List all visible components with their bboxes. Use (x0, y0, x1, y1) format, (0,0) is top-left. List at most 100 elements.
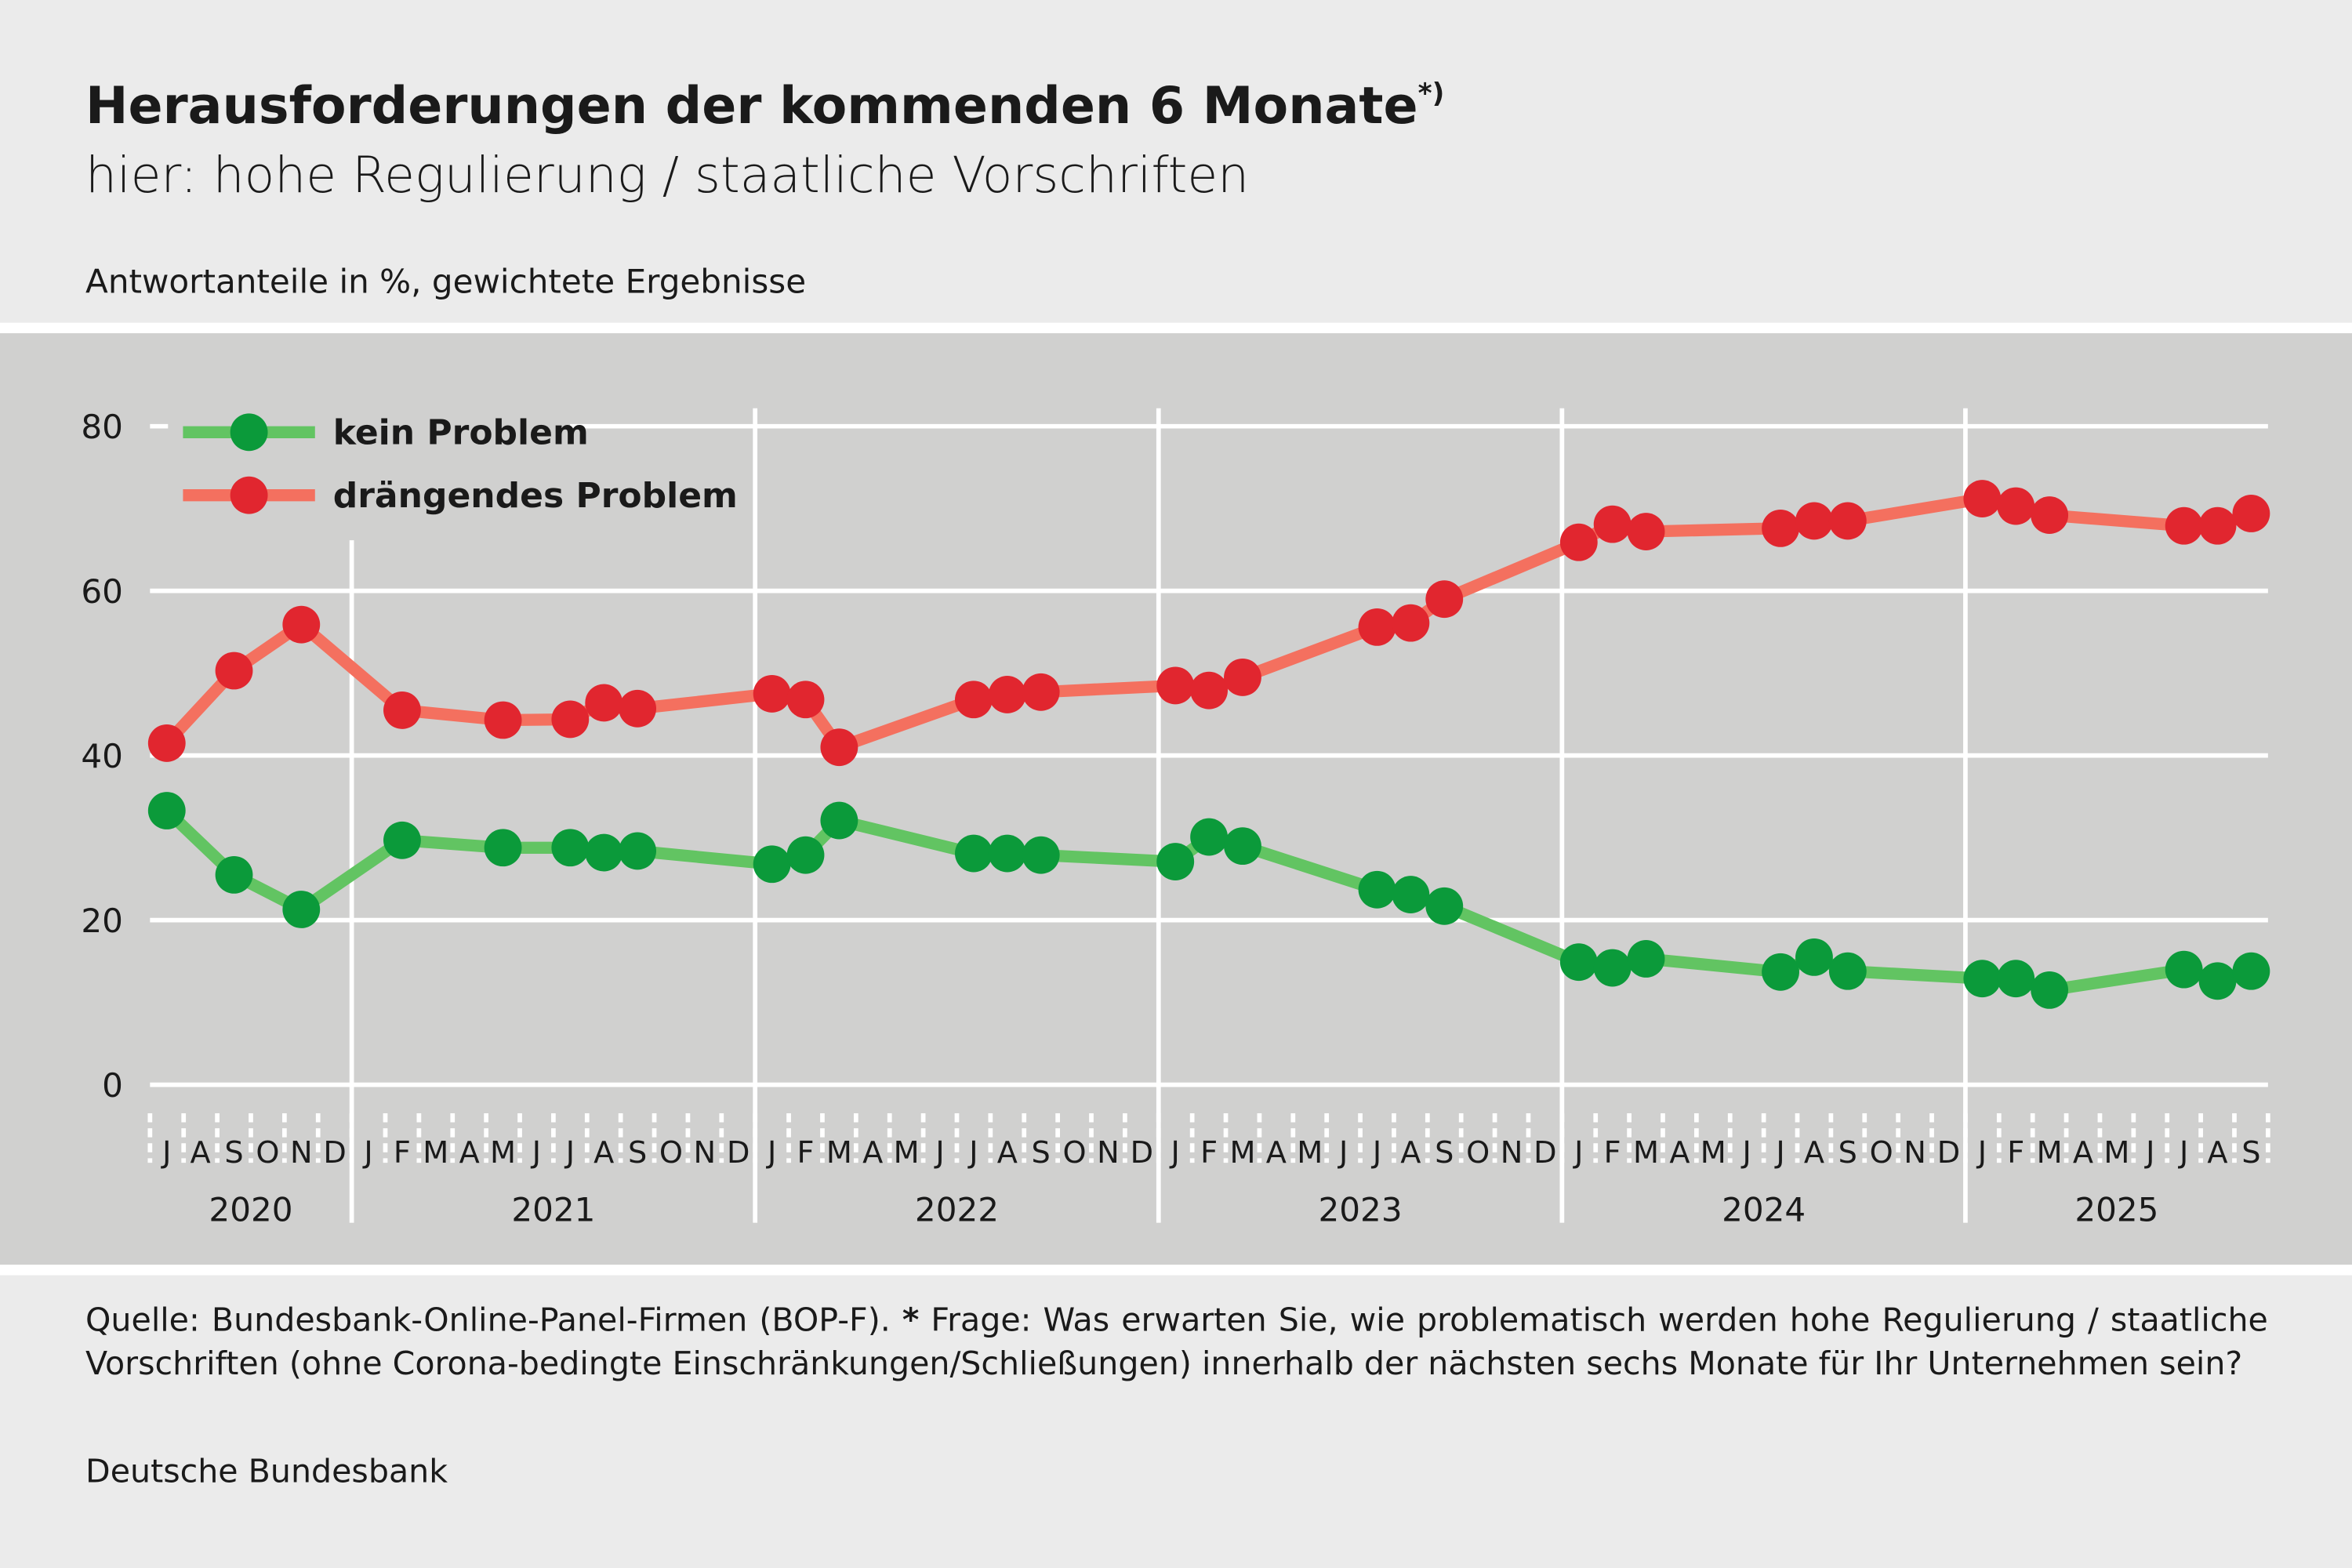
x-tick-label: D (727, 1135, 750, 1171)
data-point (1627, 940, 1665, 978)
x-tick-label: A (997, 1135, 1018, 1171)
data-point (1392, 876, 1430, 913)
x-tick-label: J (766, 1135, 776, 1171)
x-tick-label: S (1032, 1135, 1051, 1171)
x-tick-label: M (2037, 1135, 2063, 1171)
data-point (1425, 580, 1464, 619)
data-point (1795, 938, 1833, 976)
x-tick-label: O (659, 1135, 683, 1171)
x-tick-label: S (224, 1135, 243, 1171)
footnote-text: Quelle: Bundesbank-Online-Panel-Firmen (… (85, 1299, 2268, 1386)
data-point (2198, 962, 2237, 1000)
data-point (1795, 502, 1833, 540)
x-tick-label: M (1229, 1135, 1255, 1171)
x-tick-label: F (1604, 1135, 1621, 1171)
x-tick-label: A (862, 1135, 883, 1171)
x-tick-label: M (894, 1135, 920, 1171)
data-point (1762, 953, 1799, 991)
x-tick-label: J (531, 1135, 541, 1171)
year-label: 2024 (1722, 1191, 1806, 1229)
footnote-marker: * (902, 1302, 920, 1340)
x-tick-label: N (694, 1135, 717, 1171)
data-point (1828, 502, 1867, 540)
legend: kein Problem drängendes Problem (168, 402, 738, 532)
x-tick-label: J (967, 1135, 978, 1171)
data-point (1190, 818, 1229, 856)
x-tick-label: N (290, 1135, 313, 1171)
data-point (2165, 950, 2203, 989)
x-tick-label: J (564, 1135, 575, 1171)
data-point (1358, 870, 1396, 909)
data-point (1593, 505, 1632, 543)
x-tick-label: M (1700, 1135, 1726, 1171)
data-point (1190, 671, 1229, 710)
x-tick-label: M (1297, 1135, 1323, 1171)
data-point (753, 674, 791, 713)
unit-label: Antwortanteile in %, gewichtete Ergebnis… (85, 262, 806, 300)
x-tick-label: J (362, 1135, 372, 1171)
title-note: *) (1418, 78, 1445, 109)
x-tick-label: O (1063, 1135, 1087, 1171)
data-point (2031, 496, 2069, 534)
data-point (1627, 513, 1665, 550)
data-point (147, 792, 186, 829)
x-tick-label: A (1669, 1135, 1690, 1171)
x-tick-label: D (1937, 1135, 1960, 1171)
data-point (282, 605, 321, 644)
x-tick-label: S (1435, 1135, 1454, 1171)
x-tick-label: M (2103, 1135, 2129, 1171)
x-tick-label: J (1774, 1135, 1784, 1171)
y-tick-label: 60 (81, 572, 123, 611)
x-tick-label: F (797, 1135, 815, 1171)
data-point (1224, 658, 1261, 696)
year-label: 2025 (2074, 1191, 2158, 1229)
data-point (1762, 509, 1799, 547)
data-point (2165, 506, 2203, 545)
data-point (619, 689, 657, 728)
data-point (988, 834, 1026, 873)
x-tick-label: A (1266, 1135, 1287, 1171)
x-tick-label: J (2178, 1135, 2188, 1171)
y-tick-label: 20 (81, 902, 123, 940)
year-label: 2023 (1319, 1191, 1403, 1229)
data-point (215, 855, 253, 894)
x-tick-label: J (934, 1135, 944, 1171)
x-tick-label: N (1501, 1135, 1523, 1171)
x-tick-label: D (1534, 1135, 1556, 1171)
x-tick-label: N (1097, 1135, 1120, 1171)
data-point (1828, 952, 1867, 990)
x-tick-label: S (1838, 1135, 1857, 1171)
data-point (215, 652, 253, 690)
x-tick-label: A (191, 1135, 211, 1171)
legend-marker (230, 476, 268, 514)
data-point (2232, 952, 2270, 990)
data-point (1593, 949, 1632, 987)
data-point (753, 845, 791, 884)
data-point (1425, 887, 1464, 925)
data-point (551, 829, 590, 867)
x-tick-label: J (1976, 1135, 1987, 1171)
x-tick-label: J (1338, 1135, 1348, 1171)
y-tick-label: 40 (81, 737, 123, 775)
legend-marker (230, 413, 268, 452)
data-point (1392, 604, 1430, 642)
data-point (820, 728, 858, 767)
x-tick-label: J (161, 1135, 171, 1171)
footer-note: Quelle: Bundesbank-Online-Panel-Firmen (… (85, 1299, 2268, 1386)
x-tick-label: M (1633, 1135, 1659, 1171)
data-point (820, 801, 858, 840)
data-point (484, 701, 522, 739)
data-point (988, 676, 1026, 713)
data-point (1559, 523, 1598, 561)
data-point (1997, 960, 2035, 998)
data-point (551, 700, 590, 739)
data-point (1358, 608, 1396, 646)
x-tick-label: A (1400, 1135, 1421, 1171)
legend-label: drängendes Problem (333, 476, 738, 516)
separator (0, 322, 2352, 334)
x-tick-label: N (1904, 1135, 1926, 1171)
x-tick-label: A (1804, 1135, 1824, 1171)
footnote: Frage: Was erwarten Sie, wie problematis… (85, 1302, 2268, 1384)
data-point (786, 681, 825, 719)
